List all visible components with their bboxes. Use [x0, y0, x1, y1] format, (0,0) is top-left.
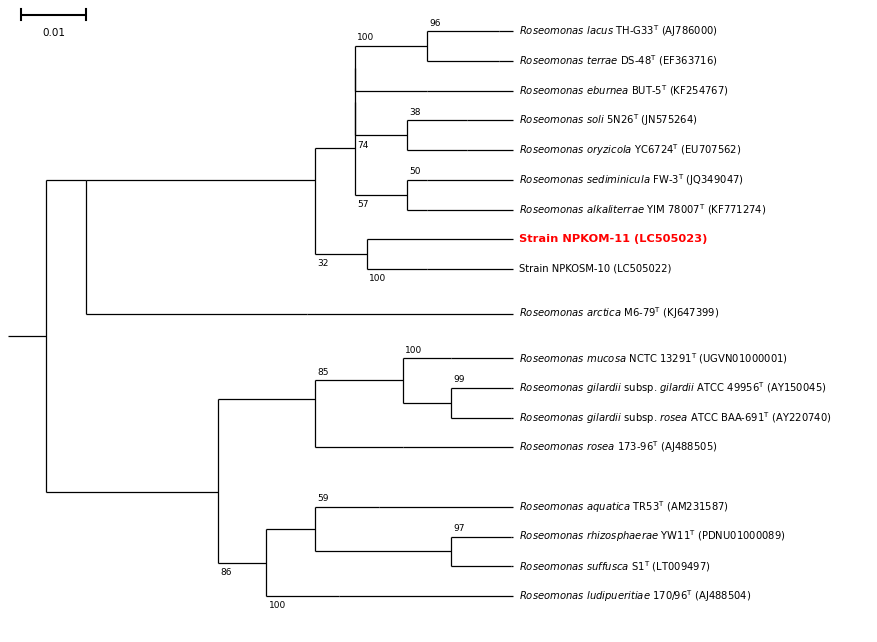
Text: 32: 32 — [317, 259, 328, 268]
Text: $\it{Roseomonas\ eburnea}$ BUT-5$^\mathregular{T}$ (KF254767): $\it{Roseomonas\ eburnea}$ BUT-5$^\mathr… — [519, 83, 729, 98]
Text: $\it{Roseomonas\ mucosa}$ NCTC 13291$^\mathregular{T}$ (UGVN01000001): $\it{Roseomonas\ mucosa}$ NCTC 13291$^\m… — [519, 351, 788, 365]
Text: $\it{Roseomonas\ rosea}$ 173-96$^\mathregular{T}$ (AJ488505): $\it{Roseomonas\ rosea}$ 173-96$^\mathre… — [519, 440, 717, 455]
Text: 86: 86 — [221, 568, 232, 577]
Text: $\it{Roseomonas\ rhizosphaerae}$ YW11$^\mathregular{T}$ (PDNU01000089): $\it{Roseomonas\ rhizosphaerae}$ YW11$^\… — [519, 528, 786, 544]
Text: $\it{Roseomonas\ oryzicola}$ YC6724$^\mathregular{T}$ (EU707562): $\it{Roseomonas\ oryzicola}$ YC6724$^\ma… — [519, 142, 742, 158]
Text: 100: 100 — [369, 274, 387, 283]
Text: 74: 74 — [357, 141, 368, 150]
Text: $\it{Roseomonas\ ludipueritiae}$ 170/96$^\mathregular{T}$ (AJ488504): $\it{Roseomonas\ ludipueritiae}$ 170/96$… — [519, 588, 752, 604]
Text: 99: 99 — [453, 376, 465, 385]
Text: 100: 100 — [405, 345, 423, 354]
Text: Strain NPKOM-11 (LC505023): Strain NPKOM-11 (LC505023) — [519, 234, 708, 244]
Text: $\it{Roseomonas\ terrae}$ DS-48$^\mathregular{T}$ (EF363716): $\it{Roseomonas\ terrae}$ DS-48$^\mathre… — [519, 53, 718, 68]
Text: $\it{Roseomonas\ alkaliterrae}$ YIM 78007$^\mathregular{T}$ (KF771274): $\it{Roseomonas\ alkaliterrae}$ YIM 7800… — [519, 202, 766, 217]
Text: $\it{Roseomonas\ lacus}$ TH-G33$^\mathregular{T}$ (AJ786000): $\it{Roseomonas\ lacus}$ TH-G33$^\mathre… — [519, 23, 718, 39]
Text: 85: 85 — [317, 368, 329, 377]
Text: 0.01: 0.01 — [42, 28, 65, 38]
Text: $\it{Roseomonas\ arctica}$ M6-79$^\mathregular{T}$ (KJ647399): $\it{Roseomonas\ arctica}$ M6-79$^\mathr… — [519, 306, 720, 322]
Text: 57: 57 — [357, 200, 368, 209]
Text: 96: 96 — [430, 19, 441, 28]
Text: 38: 38 — [410, 108, 421, 117]
Text: 50: 50 — [410, 167, 421, 176]
Text: $\it{Roseomonas\ suffusca}$ S1$^\mathregular{T}$ (LT009497): $\it{Roseomonas\ suffusca}$ S1$^\mathreg… — [519, 559, 711, 574]
Text: 100: 100 — [357, 33, 374, 42]
Text: 59: 59 — [317, 494, 329, 503]
Text: 97: 97 — [453, 524, 465, 533]
Text: $\it{Roseomonas\ sediminicula}$ FW-3$^\mathregular{T}$ (JQ349047): $\it{Roseomonas\ sediminicula}$ FW-3$^\m… — [519, 172, 744, 187]
Text: $\it{Roseomonas\ gilardii}$ subsp. $\it{gilardii}$ ATCC 49956$^\mathregular{T}$ : $\it{Roseomonas\ gilardii}$ subsp. $\it{… — [519, 380, 827, 396]
Text: Strain NPKOSM-10 (LC505022): Strain NPKOSM-10 (LC505022) — [519, 264, 672, 274]
Text: 100: 100 — [268, 602, 286, 611]
Text: $\it{Roseomonas\ aquatica}$ TR53$^\mathregular{T}$ (AM231587): $\it{Roseomonas\ aquatica}$ TR53$^\mathr… — [519, 499, 730, 515]
Text: $\it{Roseomonas\ gilardii}$ subsp. $\it{rosea}$ ATCC BAA-691$^\mathregular{T}$ (: $\it{Roseomonas\ gilardii}$ subsp. $\it{… — [519, 410, 832, 426]
Text: $\it{Roseomonas\ soli}$ 5N26$^\mathregular{T}$ (JN575264): $\it{Roseomonas\ soli}$ 5N26$^\mathregul… — [519, 112, 698, 128]
